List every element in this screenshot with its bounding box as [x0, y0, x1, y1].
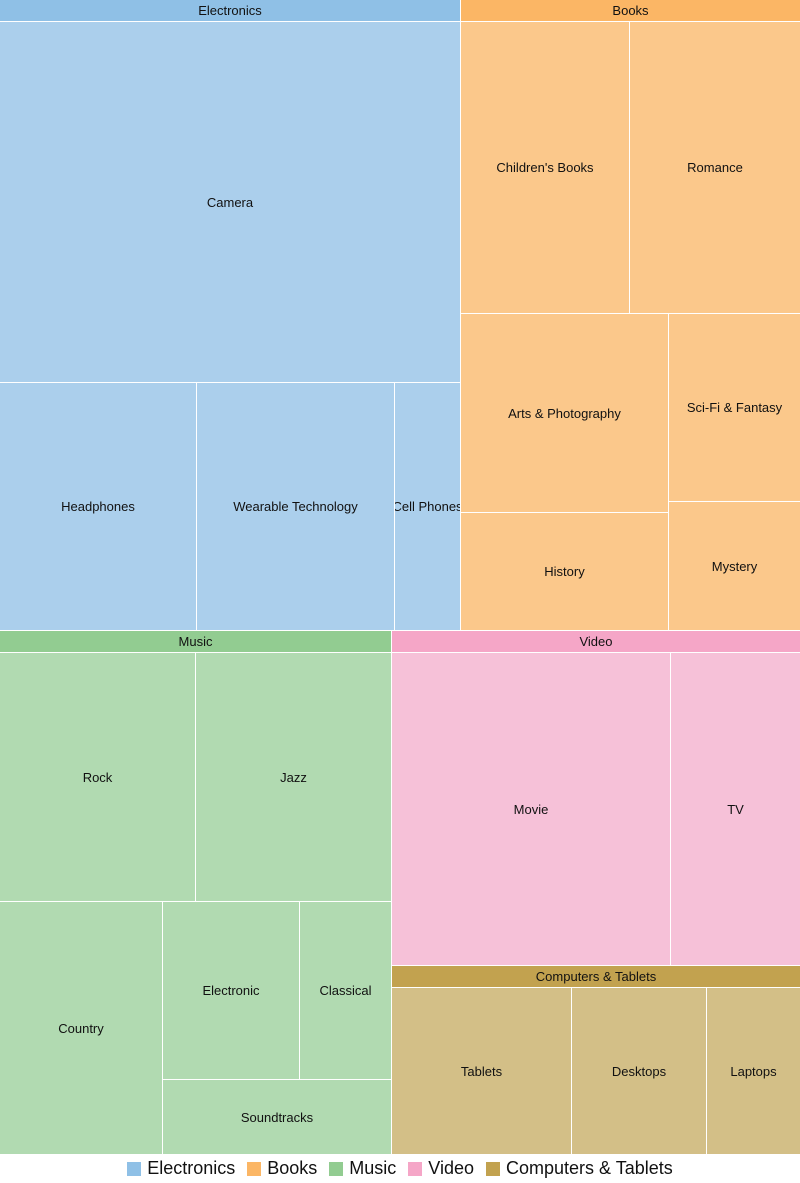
- treemap-cell-movie[interactable]: Movie: [392, 653, 670, 965]
- treemap-cell-classical[interactable]: Classical: [300, 902, 391, 1079]
- legend-label: Electronics: [147, 1158, 236, 1178]
- treemap-cell-electronic[interactable]: Electronic: [163, 902, 299, 1079]
- treemap-cell-jazz[interactable]: Jazz: [196, 653, 391, 901]
- treemap-cell-country[interactable]: Country: [0, 902, 162, 1154]
- treemap-cell-camera[interactable]: Camera: [0, 22, 460, 382]
- treemap-cell-mystery[interactable]: Mystery: [669, 502, 800, 630]
- group-header-books: Books: [461, 0, 800, 21]
- treemap-cell-rock[interactable]: Rock: [0, 653, 195, 901]
- group-header-video: Video: [392, 631, 800, 652]
- legend-swatch: [127, 1161, 142, 1176]
- legend-swatch: [486, 1161, 501, 1176]
- legend-item-computers-tablets[interactable]: Computers & Tablets: [486, 1158, 673, 1179]
- legend-label: Books: [267, 1158, 318, 1178]
- legend-item-music[interactable]: Music: [329, 1158, 396, 1179]
- treemap-cell-tablets[interactable]: Tablets: [392, 988, 571, 1154]
- group-header-music: Music: [0, 631, 391, 652]
- group-header-electronics: Electronics: [0, 0, 460, 21]
- chart-legend: Electronics Books Music Video Computers & Ta…: [0, 1154, 800, 1183]
- treemap-cell-tv[interactable]: TV: [671, 653, 800, 965]
- treemap-cell-sci-fi-fantasy[interactable]: Sci-Fi & Fantasy: [669, 314, 800, 501]
- treemap-cell-wearable-technology[interactable]: Wearable Technology: [197, 383, 394, 630]
- treemap-cell-desktops[interactable]: Desktops: [572, 988, 706, 1154]
- legend-label: Computers & Tablets: [506, 1158, 673, 1178]
- treemap-cell-arts-photography[interactable]: Arts & Photography: [461, 314, 668, 512]
- legend-label: Music: [349, 1158, 397, 1178]
- legend-label: Video: [428, 1158, 475, 1178]
- legend-item-books[interactable]: Books: [247, 1158, 317, 1179]
- legend-swatch: [247, 1161, 262, 1176]
- legend-swatch: [329, 1161, 344, 1176]
- treemap-cell-soundtracks[interactable]: Soundtracks: [163, 1080, 391, 1154]
- treemap-cell-romance[interactable]: Romance: [630, 22, 800, 313]
- treemap-cell-headphones[interactable]: Headphones: [0, 383, 196, 630]
- legend-swatch: [408, 1161, 423, 1176]
- treemap-cell-children-s-books[interactable]: Children's Books: [461, 22, 629, 313]
- treemap-cell-history[interactable]: History: [461, 513, 668, 630]
- legend-item-video[interactable]: Video: [408, 1158, 474, 1179]
- treemap-cell-laptops[interactable]: Laptops: [707, 988, 800, 1154]
- group-header-computers-tablets: Computers & Tablets: [392, 966, 800, 987]
- legend-item-electronics[interactable]: Electronics: [127, 1158, 235, 1179]
- treemap-cell-cell-phones[interactable]: Cell Phones: [395, 383, 460, 630]
